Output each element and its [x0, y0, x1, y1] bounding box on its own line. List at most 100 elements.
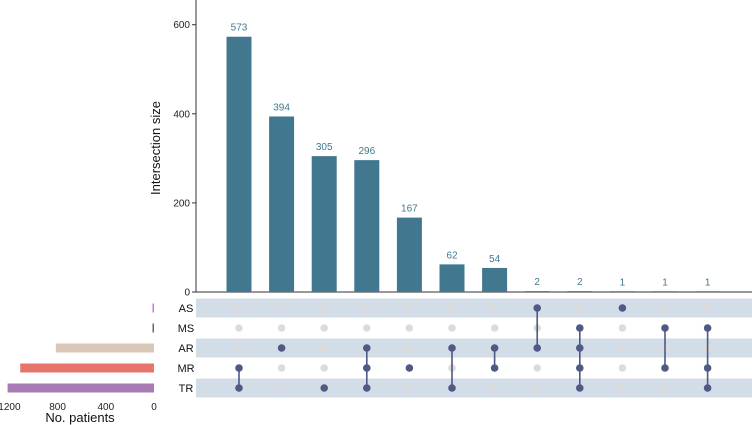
y-tick-label: 0 [184, 288, 190, 299]
matrix-dot-active [490, 364, 499, 372]
matrix-dot-inactive [448, 324, 456, 332]
matrix-dot-inactive [661, 384, 669, 392]
matrix-dot-active [576, 344, 584, 352]
matrix-dot-inactive [576, 304, 584, 312]
intersection-bar [269, 116, 295, 293]
intersection-matrix [235, 304, 712, 392]
bar-value-label: 394 [273, 102, 290, 113]
matrix-dot-active [235, 364, 243, 372]
matrix-dot-active [661, 324, 669, 332]
set-label: AS [179, 303, 194, 315]
matrix-dot-active [490, 344, 499, 352]
bar-value-label: 1 [620, 278, 626, 289]
matrix-dot-inactive [320, 304, 329, 312]
matrix-dot-active [320, 384, 329, 392]
matrix-dot-inactive [448, 304, 456, 312]
matrix-dot-active [576, 364, 584, 372]
matrix-dot-inactive [320, 324, 329, 332]
intersection-bar [396, 217, 422, 292]
bar-value-label: 62 [446, 250, 458, 261]
set-size-bars: AS MS AR MR TR 1200 800 400 0 [0, 303, 195, 413]
matrix-dot-inactive [618, 364, 627, 372]
bar-value-label: 54 [489, 254, 501, 265]
matrix-dot-active [363, 384, 371, 392]
matrix-dot-inactive [703, 304, 712, 312]
set-size-tick-label: 0 [151, 402, 157, 413]
matrix-dot-active [703, 324, 712, 332]
intersection-bar [311, 156, 337, 292]
matrix-dot-active [405, 364, 414, 372]
bar-value-label: 2 [534, 277, 540, 288]
y-tick-label: 600 [173, 20, 190, 31]
intersection-bar [354, 160, 380, 292]
matrix-dot-inactive [405, 304, 414, 312]
matrix-dot-active [235, 384, 243, 392]
matrix-dot-inactive [490, 324, 499, 332]
y-axis: 0 200 400 600 [173, 0, 752, 299]
matrix-dot-inactive [405, 384, 414, 392]
matrix-dot-active [533, 344, 541, 352]
matrix-dot-inactive [405, 324, 414, 332]
matrix-dot-inactive [661, 304, 669, 312]
matrix-row-stripe [196, 338, 752, 358]
matrix-dot-active [363, 364, 371, 372]
intersection-bar [695, 291, 721, 292]
matrix-dot-active [576, 384, 584, 392]
matrix-dot-inactive [363, 324, 371, 332]
intersection-bar [482, 267, 508, 292]
matrix-dot-inactive [618, 324, 627, 332]
matrix-dot-inactive [235, 304, 243, 312]
set-size-tick-label: 1200 [0, 402, 21, 413]
intersection-bar [226, 36, 252, 292]
y-tick-label: 400 [173, 109, 190, 120]
set-label: MR [177, 363, 194, 375]
set-size-bar [55, 343, 155, 353]
y-axis-title: Intersection size [148, 101, 163, 195]
matrix-dot-active [448, 384, 456, 392]
bar-value-label: 1 [662, 278, 668, 289]
matrix-dot-active [618, 304, 627, 312]
matrix-dot-inactive [405, 344, 414, 352]
set-size-bar [20, 363, 155, 373]
matrix-dot-inactive [277, 324, 286, 332]
matrix-dot-inactive [277, 364, 286, 372]
matrix-dot-inactive [490, 384, 499, 392]
matrix-dot-inactive [618, 344, 627, 352]
matrix-dot-inactive [533, 384, 541, 392]
bar-value-label: 296 [358, 146, 375, 157]
matrix-dot-active [661, 364, 669, 372]
bar-value-label: 305 [316, 142, 333, 153]
matrix-dot-active [703, 384, 712, 392]
intersection-bar [609, 291, 635, 292]
matrix-dot-inactive [235, 324, 243, 332]
matrix-dot-inactive [363, 304, 371, 312]
intersection-bar [652, 291, 678, 292]
set-size-tick-label: 400 [97, 402, 114, 413]
matrix-dot-inactive [533, 364, 541, 372]
matrix-dot-active [576, 324, 584, 332]
set-label: MS [178, 323, 195, 335]
matrix-dot-inactive [320, 344, 329, 352]
intersection-bar [439, 264, 465, 292]
intersection-bar [524, 291, 550, 292]
matrix-row-stripe [196, 298, 752, 318]
matrix-stripes [196, 298, 752, 398]
bar-value-label: 2 [577, 277, 583, 288]
matrix-dot-active [363, 344, 371, 352]
set-size-bar [152, 303, 154, 313]
matrix-dot-inactive [277, 384, 286, 392]
set-size-bar [7, 383, 155, 393]
set-label: AR [178, 343, 193, 355]
matrix-dot-active [277, 344, 286, 352]
bar-value-label: 1 [705, 278, 711, 289]
set-size-tick-label: 800 [49, 402, 66, 413]
matrix-dot-active [703, 364, 712, 372]
matrix-dot-inactive [320, 364, 329, 372]
matrix-dot-inactive [235, 344, 243, 352]
y-tick-label: 200 [173, 198, 190, 209]
matrix-row-stripe [196, 378, 752, 398]
matrix-dot-active [533, 304, 541, 312]
matrix-dot-inactive [618, 384, 627, 392]
matrix-dot-active [448, 344, 456, 352]
